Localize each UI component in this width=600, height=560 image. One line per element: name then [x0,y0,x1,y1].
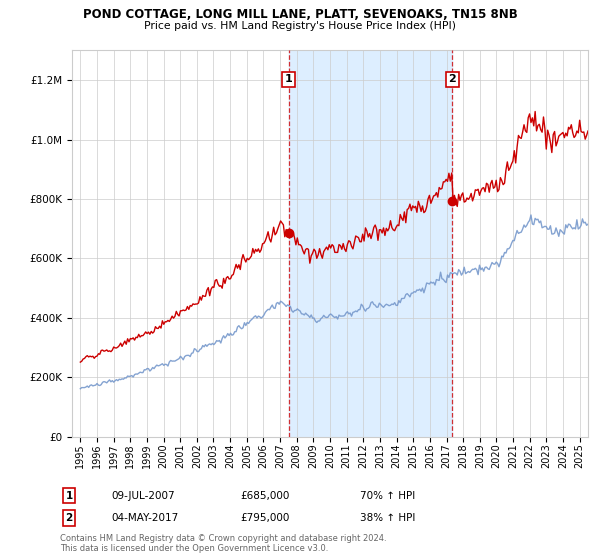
Bar [289,50,452,437]
Text: POND COTTAGE, LONG MILL LANE, PLATT, SEVENOAKS, TN15 8NB: POND COTTAGE, LONG MILL LANE, PLATT, SEV… [83,8,517,21]
Text: 38% ↑ HPI: 38% ↑ HPI [360,513,415,523]
Text: 1: 1 [65,491,73,501]
Text: 09-JUL-2007: 09-JUL-2007 [111,491,175,501]
Text: Price paid vs. HM Land Registry's House Price Index (HPI): Price paid vs. HM Land Registry's House … [144,21,456,31]
Text: £685,000: £685,000 [240,491,289,501]
Text: 04-MAY-2017: 04-MAY-2017 [111,513,178,523]
Text: 1: 1 [285,74,293,85]
Text: Contains HM Land Registry data © Crown copyright and database right 2024.
This d: Contains HM Land Registry data © Crown c… [60,534,386,553]
Text: 2: 2 [65,513,73,523]
Text: 2: 2 [448,74,456,85]
Text: 70% ↑ HPI: 70% ↑ HPI [360,491,415,501]
Text: £795,000: £795,000 [240,513,289,523]
